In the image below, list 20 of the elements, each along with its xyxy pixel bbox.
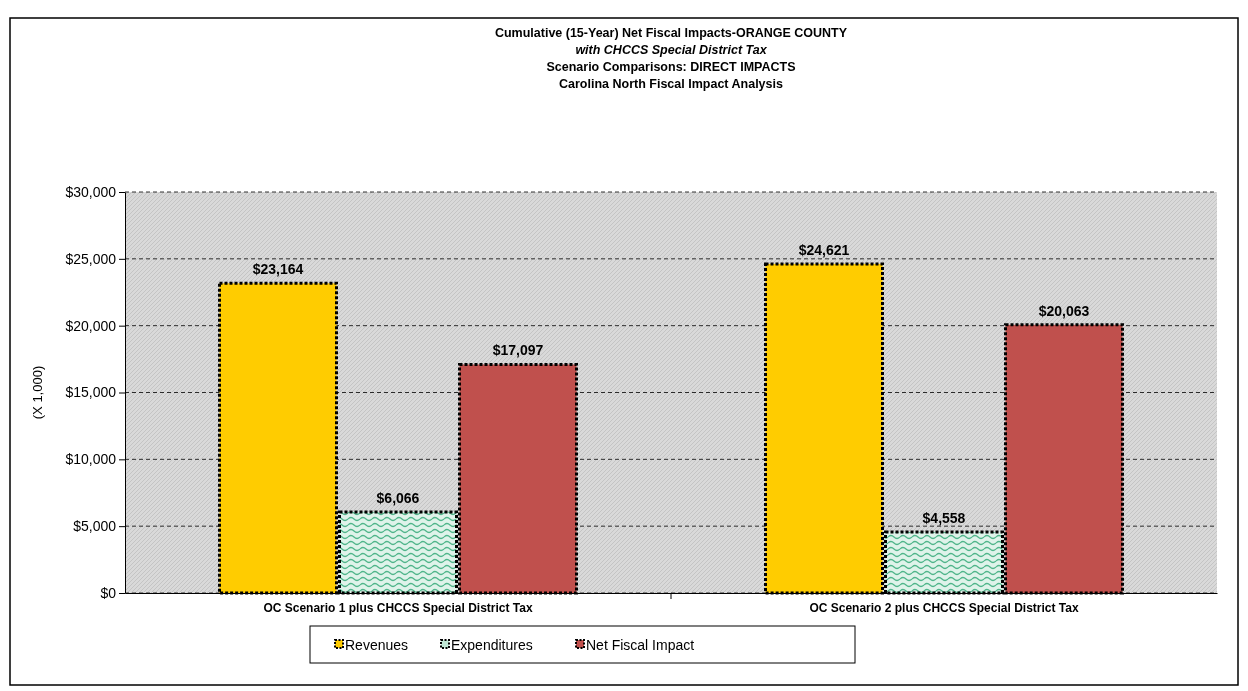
x-tick-label: OC Scenario 1 plus CHCCS Special District Tax bbox=[263, 600, 533, 615]
y-tick-label: $5,000 bbox=[73, 518, 117, 535]
text: $23,164 bbox=[252, 261, 304, 278]
y-tick-label: $30,000 bbox=[65, 183, 117, 200]
text: $24,621 bbox=[798, 241, 850, 258]
x-tick-label: OC Scenario 2 plus CHCCS Special District Tax bbox=[809, 600, 1079, 615]
y-tick-label: $10,000 bbox=[65, 451, 117, 468]
legend-label: Net Fiscal Impact bbox=[586, 637, 695, 653]
chart-title: Cumulative (15-Year) Net Fiscal Impacts-ORANGE COUNTY with CHCCS Special District Tax Scenario Comparisons: DIRECT IMPACTS Carolina North Fiscal Impact Analysis bbox=[494, 26, 848, 91]
y-axis-title: (X 1,000) bbox=[30, 365, 45, 420]
y-tick-label: $15,000 bbox=[65, 384, 117, 401]
y-tick-label: $25,000 bbox=[65, 250, 117, 267]
text: $17,097 bbox=[492, 342, 544, 359]
text: $4,558 bbox=[922, 510, 966, 527]
legend-label: Expenditures bbox=[451, 637, 533, 653]
y-tick-label: $0 bbox=[100, 584, 117, 601]
y-tick-label: $20,000 bbox=[65, 317, 117, 334]
legend-label: Revenues bbox=[345, 637, 409, 653]
text: $6,066 bbox=[376, 489, 420, 506]
text: $20,063 bbox=[1038, 302, 1090, 319]
